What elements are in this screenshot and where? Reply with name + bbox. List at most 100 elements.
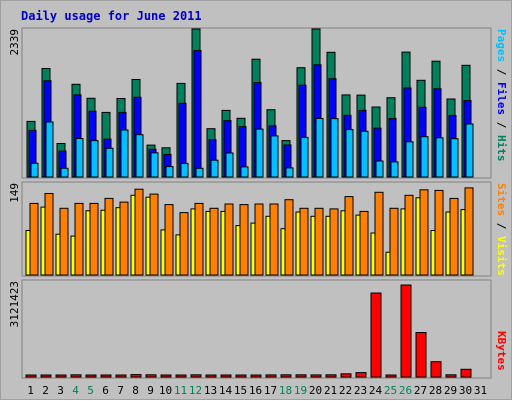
x-label-26: 26 [399, 384, 412, 397]
x-label-3: 3 [57, 384, 64, 397]
kbytes-bar-11 [175, 374, 187, 378]
kbytes-bar-8 [130, 374, 142, 378]
kbytes-bar-30 [460, 368, 472, 378]
panel-kbytes [21, 279, 492, 379]
kbytes-bar-21 [325, 374, 337, 378]
kbytes-bar-6 [100, 374, 112, 378]
pages-bar-17 [270, 135, 279, 178]
x-label-29: 29 [444, 384, 457, 397]
pages-bar-13 [210, 159, 219, 178]
x-label-10: 10 [159, 384, 172, 397]
pages-bar-7 [120, 129, 129, 178]
kbytes-bar-16 [250, 374, 262, 378]
x-label-6: 6 [102, 384, 109, 397]
x-label-20: 20 [309, 384, 322, 397]
x-label-14: 14 [219, 384, 233, 397]
pages-bar-20 [315, 118, 324, 178]
x-label-21: 21 [324, 384, 337, 397]
x-label-15: 15 [234, 384, 247, 397]
pages-bar-30 [465, 123, 474, 178]
kbytes-bar-4 [70, 374, 82, 378]
x-axis-labels: 1 2 3 4 5 6 7 8 9 10 11 12 13 14 15 16 17 18 19 20 21 22 23 24 2… [27, 384, 487, 397]
x-label-23: 23 [354, 384, 367, 397]
sites-bar-8 [134, 188, 144, 276]
x-label-30: 30 [459, 384, 472, 397]
pages-bar-18 [285, 167, 294, 178]
kbytes-bar-7 [115, 374, 127, 378]
sites-bar-24 [374, 191, 384, 276]
sites-bar-3 [59, 207, 69, 276]
chart-title: Daily usage for June 2011 [21, 9, 202, 23]
pages-bar-29 [450, 138, 459, 178]
sites-bar-5 [89, 202, 99, 276]
kbytes-bar-19 [295, 374, 307, 378]
sites-bar-1 [29, 202, 39, 276]
x-label-24: 24 [369, 384, 383, 397]
x-label-13: 13 [204, 384, 217, 397]
pages-bar-24 [375, 160, 384, 178]
kbytes-bar-18 [280, 374, 292, 378]
x-label-5: 5 [87, 384, 94, 397]
pages-bar-6 [105, 147, 114, 178]
pages-bar-27 [420, 136, 429, 178]
x-label-22: 22 [339, 384, 352, 397]
pages-bar-8 [135, 134, 144, 178]
sites-bar-29 [449, 197, 459, 276]
sites-bar-21 [329, 208, 339, 276]
panel2-bars [25, 187, 474, 276]
kbytes-bar-17 [265, 374, 277, 378]
pages-bar-14 [225, 152, 234, 178]
sites-bar-2 [44, 193, 54, 276]
pages-bar-25 [390, 161, 399, 178]
pages-bar-21 [330, 118, 339, 178]
pages-bar-28 [435, 137, 444, 178]
sites-bar-11 [179, 212, 189, 276]
pages-bar-12 [195, 167, 204, 178]
kbytes-bar-14 [220, 374, 232, 378]
pages-bar-5 [90, 140, 99, 178]
sites-bar-14 [224, 203, 234, 276]
sites-bar-16 [254, 203, 264, 276]
pages-bar-11 [180, 162, 189, 178]
sites-bar-30 [464, 187, 474, 276]
pages-bar-3 [60, 167, 69, 178]
sites-bar-28 [434, 189, 444, 276]
sites-bar-10 [164, 204, 174, 276]
kbytes-bar-15 [235, 374, 247, 378]
kbytes-bar-28 [430, 361, 442, 378]
x-label-28: 28 [429, 384, 442, 397]
x-label-25: 25 [384, 384, 397, 397]
pages-bar-2 [45, 121, 54, 178]
sites-bar-20 [314, 207, 324, 276]
panel3-bars [25, 284, 472, 378]
pages-bar-9 [150, 152, 159, 178]
pages-bar-10 [165, 166, 174, 178]
sites-bar-19 [299, 207, 309, 276]
legend-sites-visits: Sites / Visits [495, 183, 508, 276]
kbytes-bar-10 [160, 374, 172, 378]
kbytes-bar-24 [370, 292, 382, 378]
kbytes-bar-9 [145, 374, 157, 378]
files-bar-12 [193, 50, 202, 178]
x-label-1: 1 [27, 384, 34, 397]
pages-bar-23 [360, 130, 369, 178]
y-axis-labels: 2339 149 3121423 [8, 29, 21, 327]
kbytes-bar-22 [340, 373, 352, 378]
sites-bar-13 [209, 207, 219, 276]
y-max-label-3: 3121423 [8, 281, 21, 327]
kbytes-bar-20 [310, 374, 322, 378]
pages-bar-19 [300, 136, 309, 178]
x-label-12: 12 [189, 384, 202, 397]
sites-bar-22 [344, 196, 354, 276]
kbytes-bar-1 [25, 374, 37, 378]
x-label-2: 2 [42, 384, 49, 397]
x-label-31: 31 [474, 384, 487, 397]
pages-bar-16 [255, 128, 264, 178]
pages-bar-26 [405, 141, 414, 178]
x-label-16: 16 [249, 384, 262, 397]
x-label-17: 17 [264, 384, 277, 397]
sites-bar-4 [74, 202, 84, 276]
x-label-11: 11 [174, 384, 187, 397]
